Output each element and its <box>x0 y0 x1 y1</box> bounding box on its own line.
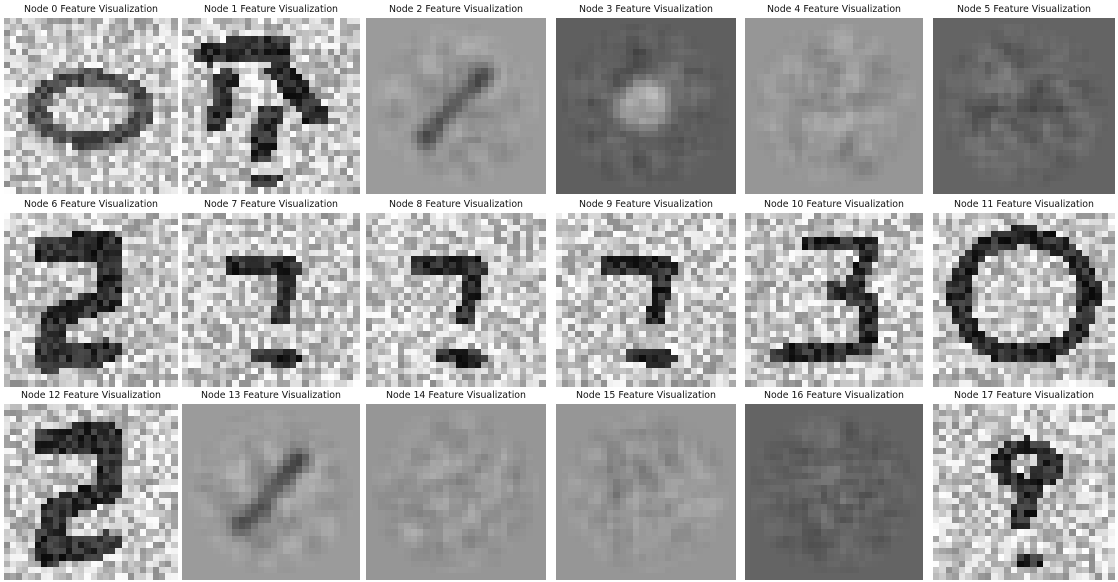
feature-image <box>4 18 178 194</box>
panel-title: Node 0 Feature Visualization <box>23 4 158 15</box>
panel-node-17: Node 17 Feature Visualization <box>933 390 1115 580</box>
feature-image <box>366 18 546 194</box>
panel-title: Node 5 Feature Visualization <box>956 4 1091 15</box>
feature-image <box>933 18 1115 194</box>
panel-title: Node 2 Feature Visualization <box>388 4 523 15</box>
panel-node-13: Node 13 Feature Visualization <box>182 390 360 580</box>
panel-title: Node 11 Feature Visualization <box>954 199 1094 210</box>
panel-title: Node 12 Feature Visualization <box>21 390 161 401</box>
feature-image <box>182 404 360 580</box>
panel-title: Node 10 Feature Visualization <box>764 199 904 210</box>
panel-node-5: Node 5 Feature Visualization <box>933 4 1115 194</box>
panel-title: Node 1 Feature Visualization <box>203 4 338 15</box>
panel-node-11: Node 11 Feature Visualization <box>933 199 1115 387</box>
panel-title: Node 13 Feature Visualization <box>201 390 341 401</box>
feature-image <box>556 18 736 194</box>
panel-node-9: Node 9 Feature Visualization <box>556 199 736 387</box>
feature-image <box>182 18 360 194</box>
panel-node-3: Node 3 Feature Visualization <box>556 4 736 194</box>
panel-title: Node 9 Feature Visualization <box>578 199 713 210</box>
feature-image <box>556 213 736 387</box>
feature-image <box>745 404 923 580</box>
panel-node-16: Node 16 Feature Visualization <box>745 390 923 580</box>
panel-node-10: Node 10 Feature Visualization <box>745 199 923 387</box>
feature-image <box>4 213 178 387</box>
panel-node-0: Node 0 Feature Visualization <box>4 4 178 194</box>
feature-image <box>366 213 546 387</box>
panel-title: Node 16 Feature Visualization <box>764 390 904 401</box>
panel-node-15: Node 15 Feature Visualization <box>556 390 736 580</box>
feature-image <box>745 18 923 194</box>
panel-title: Node 17 Feature Visualization <box>954 390 1094 401</box>
panel-node-7: Node 7 Feature Visualization <box>182 199 360 387</box>
panel-node-4: Node 4 Feature Visualization <box>745 4 923 194</box>
feature-image <box>366 404 546 580</box>
feature-image <box>933 404 1115 580</box>
feature-image <box>182 213 360 387</box>
panel-node-2: Node 2 Feature Visualization <box>366 4 546 194</box>
feature-image <box>933 213 1115 387</box>
feature-image <box>556 404 736 580</box>
panel-title: Node 7 Feature Visualization <box>203 199 338 210</box>
feature-image <box>745 213 923 387</box>
feature-image <box>4 404 178 580</box>
panel-title: Node 3 Feature Visualization <box>578 4 713 15</box>
panel-title: Node 14 Feature Visualization <box>386 390 526 401</box>
panel-node-1: Node 1 Feature Visualization <box>182 4 360 194</box>
panel-title: Node 8 Feature Visualization <box>388 199 523 210</box>
panel-node-8: Node 8 Feature Visualization <box>366 199 546 387</box>
panel-node-14: Node 14 Feature Visualization <box>366 390 546 580</box>
panel-node-6: Node 6 Feature Visualization <box>4 199 178 387</box>
panel-title: Node 4 Feature Visualization <box>766 4 901 15</box>
panel-title: Node 15 Feature Visualization <box>576 390 716 401</box>
panel-title: Node 6 Feature Visualization <box>23 199 158 210</box>
panel-node-12: Node 12 Feature Visualization <box>4 390 178 580</box>
